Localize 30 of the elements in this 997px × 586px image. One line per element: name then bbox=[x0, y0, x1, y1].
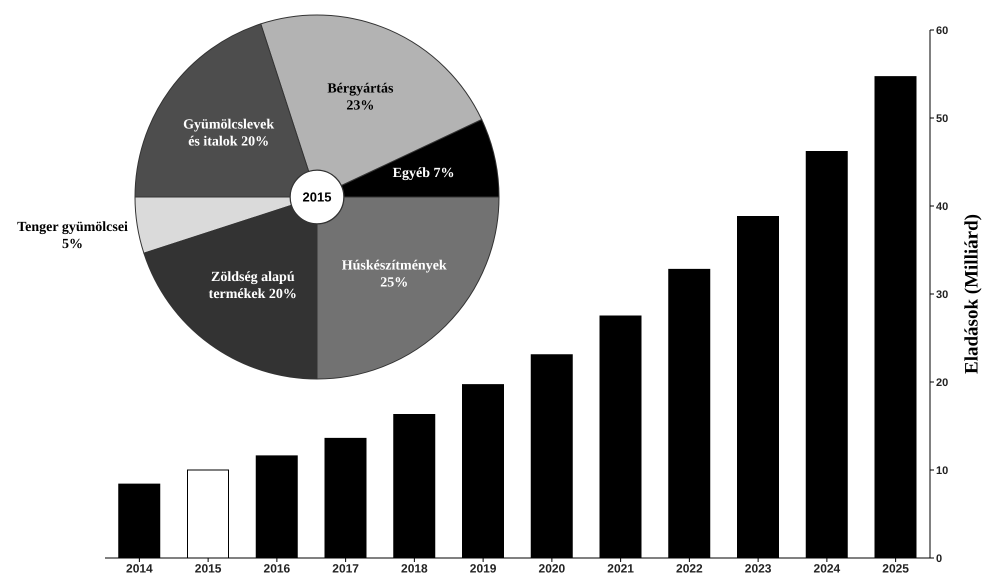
slice-label: Bérgyártás bbox=[327, 80, 394, 96]
data-label: 23% bbox=[346, 98, 374, 113]
slice-label: Gyümölcslevek és italok 20% bbox=[183, 116, 274, 149]
text: 2015 bbox=[302, 190, 332, 204]
x-tick-label: 2024 bbox=[814, 562, 841, 576]
y-tick-label: 10 bbox=[936, 464, 948, 477]
slice-label: Tenger gyümölcsei bbox=[17, 220, 128, 235]
x-tick-label: 2017 bbox=[332, 562, 360, 576]
x-tick-label: 2025 bbox=[882, 562, 910, 576]
y-tick-label: 50 bbox=[936, 112, 948, 125]
x-tick-label: 2022 bbox=[676, 562, 704, 576]
slice-label: Egyéb 7% bbox=[392, 166, 454, 181]
y-tick-label: 20 bbox=[936, 376, 948, 389]
x-tick-label: 2014 bbox=[126, 562, 154, 576]
data-label: 5% bbox=[62, 236, 84, 252]
x-tick-label: 2020 bbox=[538, 562, 566, 576]
y-axis-title: Eladások (Milliárd) bbox=[962, 214, 983, 374]
x-tick-label: 2016 bbox=[264, 562, 291, 576]
x-tick-label: 2018 bbox=[401, 562, 428, 576]
slice-label: Húskészítmények bbox=[342, 258, 447, 274]
x-tick-label: 2015 bbox=[194, 562, 222, 576]
x-tick-label: 2023 bbox=[744, 562, 772, 576]
slice-label: Zöldség alapú termékek 20% bbox=[208, 269, 297, 302]
y-tick-label: 60 bbox=[936, 24, 948, 37]
data-label: 25% bbox=[380, 275, 408, 290]
y-tick-label: 30 bbox=[936, 288, 948, 301]
x-tick-label: 2021 bbox=[607, 562, 634, 576]
x-tick-label: 2019 bbox=[470, 562, 497, 576]
y-tick-label: 40 bbox=[936, 200, 948, 213]
y-tick-label: 0 bbox=[936, 552, 942, 565]
